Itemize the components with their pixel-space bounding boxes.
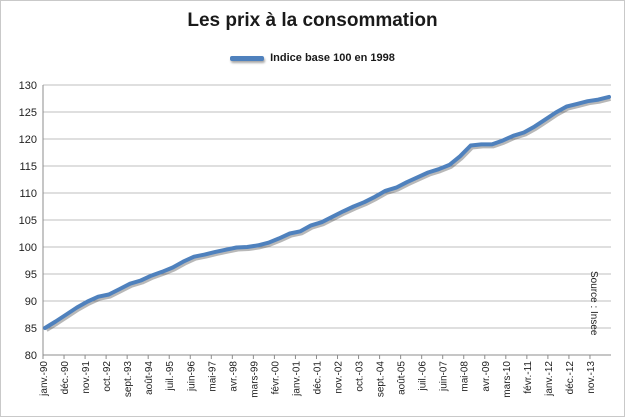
x-tick-label: sept.-04 — [376, 361, 387, 398]
x-tick-label: août-05 — [397, 361, 408, 395]
y-tick-label: 100 — [19, 242, 37, 254]
y-tick-label: 115 — [19, 161, 37, 173]
x-tick-label: mars-10 — [502, 361, 513, 398]
x-tick-label: nov.-13 — [586, 361, 597, 394]
x-tick-label: déc.-90 — [60, 361, 71, 395]
x-tick-label: déc.-12 — [565, 361, 576, 395]
y-tick-label: 105 — [19, 215, 37, 227]
y-tick-label: 80 — [25, 350, 37, 362]
x-tick-label: févr.-11 — [523, 361, 534, 394]
legend-swatch — [230, 55, 265, 61]
x-tick-label: mai-97 — [207, 361, 218, 392]
legend: Indice base 100 en 1998 — [1, 52, 624, 64]
x-tick-label: nov.-02 — [334, 361, 345, 394]
y-tick-label: 90 — [25, 296, 37, 308]
x-tick-label: juil.-95 — [165, 361, 176, 392]
x-tick-label: juil.-06 — [418, 361, 429, 392]
y-tick-label: 120 — [19, 134, 37, 146]
x-tick-label: juin-96 — [186, 361, 197, 392]
y-tick-label: 95 — [25, 269, 37, 281]
y-tick-label: 130 — [19, 80, 37, 92]
x-tick-label: mai-08 — [460, 361, 471, 392]
series-line — [43, 94, 611, 330]
x-tick-label: avr.-09 — [481, 361, 492, 392]
x-tick-label: janv.-12 — [544, 361, 555, 397]
x-tick-label: juin-07 — [439, 361, 450, 392]
series-line-shadow — [45, 96, 611, 332]
x-tick-label: oct.-92 — [102, 361, 113, 392]
y-tick-label: 110 — [19, 188, 37, 200]
x-tick-label: janv.-01 — [291, 361, 302, 397]
x-tick-label: sept.-93 — [123, 361, 134, 398]
legend-label: Indice base 100 en 1998 — [270, 52, 395, 64]
x-tick-label: août-94 — [144, 361, 155, 395]
x-tick-label: févr.-00 — [270, 361, 281, 395]
y-tick-label: 125 — [19, 107, 37, 119]
x-tick-label: janv.-90 — [39, 361, 50, 397]
x-tick-label: avr.-98 — [228, 361, 239, 392]
x-tick-label: nov.-91 — [81, 361, 92, 394]
x-tick-label: mars-99 — [249, 361, 260, 398]
chart-title: Les prix à la consommation — [187, 10, 438, 31]
y-tick-label: 85 — [25, 323, 37, 335]
x-tick-label: déc.-01 — [312, 361, 323, 395]
source-note: Source : Insee — [588, 271, 599, 336]
x-tick-label: oct.-03 — [355, 361, 366, 392]
